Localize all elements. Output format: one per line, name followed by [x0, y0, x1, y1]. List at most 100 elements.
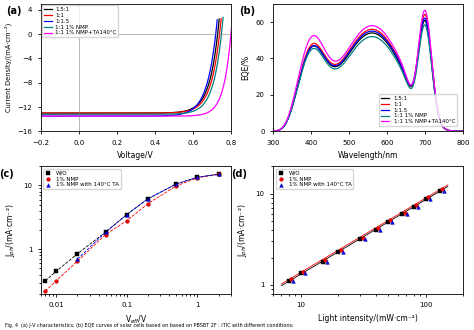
X-axis label: Wavelength/nm: Wavelength/nm — [338, 151, 399, 160]
1:1 1% NMP — [139, 112, 145, 116]
1% NMP with 140°C TA — [144, 196, 152, 201]
1.5:1 — [64, 111, 69, 115]
1.5:1 — [290, 104, 295, 108]
Text: (d): (d) — [231, 169, 247, 179]
1.5:1 — [354, 41, 360, 45]
1:1 1% NMP+TA140°C — [38, 114, 44, 118]
W/O — [193, 175, 201, 180]
1:1 — [401, 69, 407, 73]
1:1.5 — [290, 104, 295, 108]
W/O — [42, 278, 49, 283]
1.5:1 — [401, 71, 407, 75]
1:1 — [422, 13, 428, 16]
1% NMP with 140°C TA — [361, 236, 368, 242]
1:1 — [67, 111, 73, 115]
W/O — [436, 188, 444, 193]
1:1.5 — [38, 114, 44, 118]
Text: Fig. 4  (a) J-V characteristics; (b) EQE curves of solar cells based on based on: Fig. 4 (a) J-V characteristics; (b) EQE … — [5, 323, 293, 328]
1:1 — [170, 111, 176, 115]
1:1 1% NMP — [461, 129, 466, 133]
1:1.5 — [461, 129, 466, 133]
1:1 1% NMP+TA140°C — [108, 114, 113, 118]
1:1 — [270, 129, 276, 133]
1:1 1% NMP — [290, 104, 295, 108]
1% NMP with 140°C TA — [73, 256, 81, 262]
1:1 — [214, 50, 220, 54]
1% NMP with 140°C TA — [414, 204, 422, 210]
1% NMP with 140°C TA — [172, 182, 180, 187]
1% NMP — [359, 235, 366, 240]
1:1.5 — [401, 70, 407, 74]
W/O — [399, 211, 406, 216]
Y-axis label: Current Density/(mA·cm⁻²): Current Density/(mA·cm⁻²) — [4, 23, 12, 112]
1% NMP — [42, 288, 49, 294]
1% NMP with 140°C TA — [301, 270, 309, 276]
1% NMP — [374, 225, 382, 231]
1% NMP — [102, 232, 109, 237]
1% NMP — [438, 187, 446, 192]
1:1 1% NMP+TA140°C — [201, 112, 207, 116]
W/O — [123, 212, 130, 217]
1% NMP — [299, 269, 307, 274]
1:1.5 — [40, 114, 46, 118]
1% NMP — [73, 258, 81, 264]
1:1 — [61, 111, 66, 115]
1% NMP — [215, 172, 222, 177]
1:1.5 — [39, 114, 45, 118]
1:1 — [290, 103, 295, 107]
1:1 — [461, 129, 466, 133]
1:1 1% NMP — [79, 112, 84, 116]
1:1 — [354, 38, 360, 42]
1:1 1% NMP — [422, 23, 428, 27]
1:1 1% NMP — [217, 43, 223, 47]
W/O — [335, 249, 342, 255]
1% NMP — [321, 257, 328, 262]
1% NMP with 140°C TA — [123, 212, 130, 217]
1:1.5 — [162, 114, 167, 118]
1% NMP — [412, 203, 419, 208]
1% NMP — [424, 194, 432, 200]
1:1.5 — [354, 39, 360, 43]
W/O — [172, 182, 180, 187]
Legend: 1.5:1, 1:1, 1:1.5, 1:1 1% NMP, 1:1 1% NMP+TA140°C: 1.5:1, 1:1, 1:1.5, 1:1 1% NMP, 1:1 1% NM… — [42, 6, 118, 37]
Y-axis label: EQE/%: EQE/% — [241, 55, 250, 80]
Line: 1:1 1% NMP+TA140°C: 1:1 1% NMP+TA140°C — [273, 10, 464, 131]
1% NMP — [193, 175, 201, 181]
1:1 1% NMP — [401, 73, 407, 77]
1% NMP with 140°C TA — [339, 249, 346, 255]
1:1 — [38, 111, 44, 115]
Line: 1:1 1% NMP: 1:1 1% NMP — [273, 25, 464, 131]
1:1 1% NMP — [206, 94, 211, 98]
1:1 1% NMP+TA140°C — [176, 114, 182, 118]
Line: 1:1: 1:1 — [41, 18, 221, 113]
1% NMP with 140°C TA — [193, 175, 201, 180]
Text: (b): (b) — [239, 6, 255, 16]
1:1 1% NMP+TA140°C — [422, 9, 428, 13]
Line: 1:1: 1:1 — [273, 15, 464, 131]
Line: 1:1 1% NMP+TA140°C: 1:1 1% NMP+TA140°C — [41, 11, 233, 116]
Text: (c): (c) — [0, 169, 13, 179]
1:1 1% NMP — [110, 112, 116, 116]
1:1.5 — [45, 114, 50, 118]
1:1.5 — [347, 49, 353, 53]
1% NMP — [53, 278, 60, 283]
W/O — [356, 236, 364, 242]
1:1 1% NMP — [419, 33, 424, 37]
1:1 1% NMP+TA140°C — [226, 56, 231, 60]
W/O — [73, 251, 81, 256]
1% NMP with 140°C TA — [403, 211, 410, 216]
1% NMP — [287, 277, 294, 282]
1:1 1% NMP+TA140°C — [461, 129, 466, 133]
1:1 1% NMP — [270, 129, 276, 133]
X-axis label: Voltage/V: Voltage/V — [118, 151, 154, 160]
Line: 1.5:1: 1.5:1 — [273, 20, 464, 131]
1:1 1% NMP+TA140°C — [230, 9, 236, 13]
Y-axis label: J$_{ph}$/(mA·cm⁻²): J$_{ph}$/(mA·cm⁻²) — [5, 203, 18, 257]
1:1 1% NMP — [354, 44, 360, 48]
W/O — [410, 204, 418, 210]
1:1 1% NMP+TA140°C — [401, 67, 407, 71]
Legend: W/O, 1% NMP, 1% NMP with 140°C TA: W/O, 1% NMP, 1% NMP with 140°C TA — [276, 169, 353, 189]
1:1 1% NMP — [220, 16, 226, 19]
1% NMP with 140°C TA — [376, 227, 384, 233]
W/O — [422, 196, 429, 201]
